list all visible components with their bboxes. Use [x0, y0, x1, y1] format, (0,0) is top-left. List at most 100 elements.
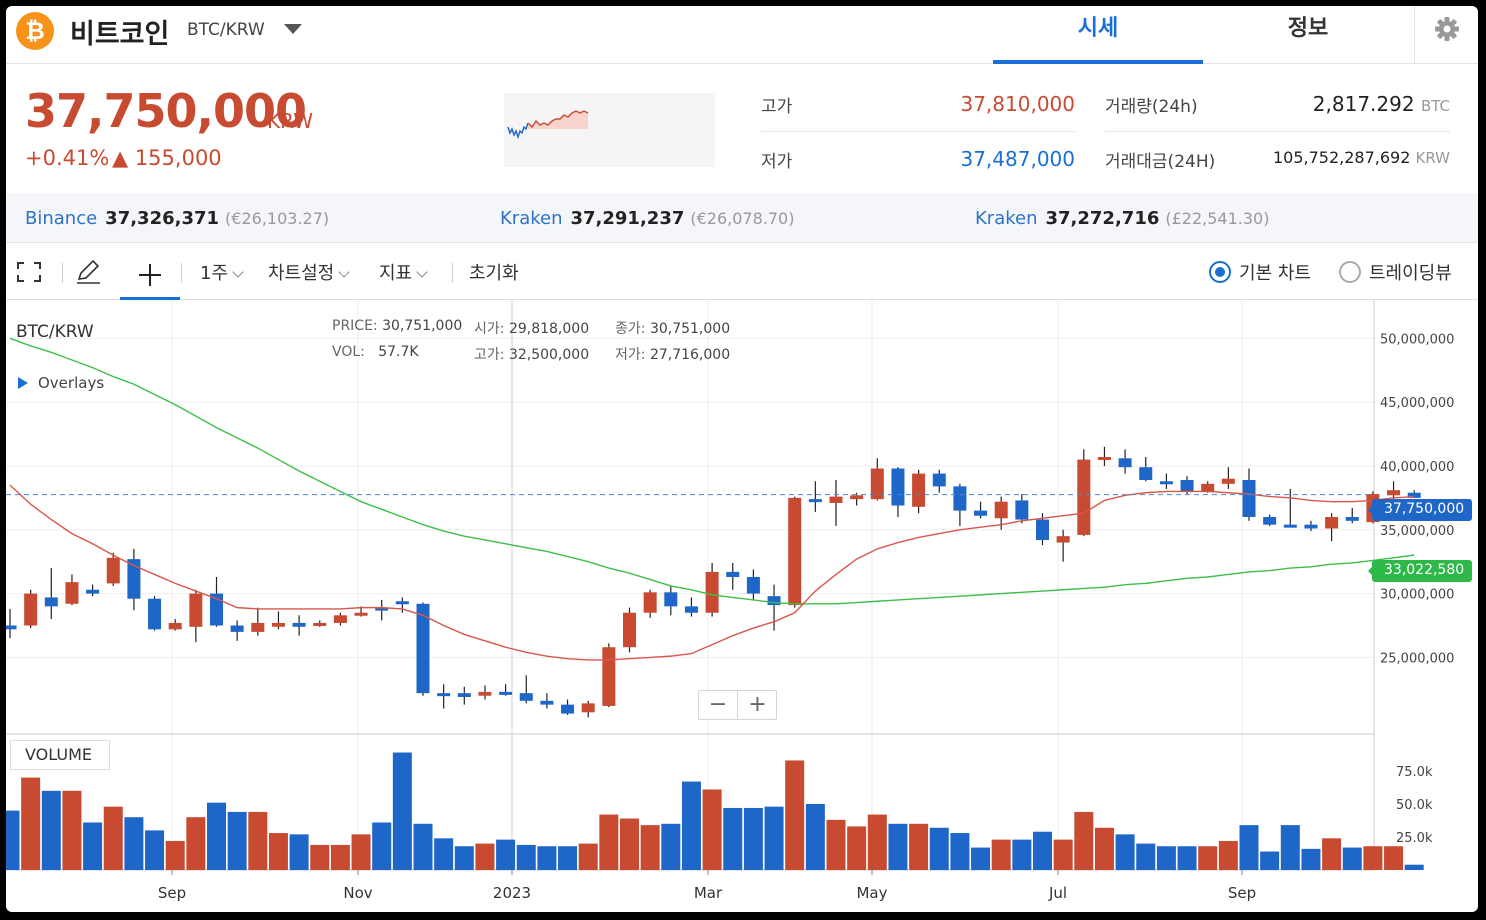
volume-bar: [330, 844, 350, 870]
tradingview-radio[interactable]: [1339, 261, 1361, 283]
candle-body: [808, 499, 822, 503]
zoom-control: − +: [698, 690, 777, 720]
ohlc-info: PRICE: 30,751,000 VOL: 57.7K: [332, 318, 462, 360]
volume-bar: [681, 781, 701, 870]
volume-bar: [21, 777, 41, 870]
tradingview-label[interactable]: 트레이딩뷰: [1369, 263, 1452, 284]
volume-bar: [991, 839, 1011, 870]
candle-body: [375, 607, 389, 611]
chart-pair-label: BTC/KRW: [16, 322, 94, 342]
volume-bar: [268, 833, 288, 870]
candle-body: [189, 593, 203, 627]
zoom-in-button[interactable]: +: [748, 692, 767, 717]
exchange-converted: (£22,541.30): [1165, 209, 1270, 228]
tab-quote[interactable]: 시세: [993, 6, 1203, 64]
tab-info[interactable]: 정보: [1287, 16, 1329, 41]
candle-body: [1387, 490, 1401, 496]
amount-label: 거래대금(24H): [1105, 152, 1216, 172]
candle-body: [65, 582, 79, 604]
candle-body: [230, 625, 244, 632]
x-axis-label: Nov: [343, 884, 372, 902]
candle-body: [148, 598, 162, 630]
volume-bar: [661, 823, 681, 870]
volume-bar: [805, 804, 825, 870]
indicators-dropdown[interactable]: 지표: [379, 259, 428, 285]
overlays-label: Overlays: [38, 374, 105, 392]
volume-bar: [1053, 839, 1073, 870]
candle-body: [395, 601, 409, 605]
reset-button[interactable]: 초기화: [469, 263, 519, 284]
volume-bar: [165, 840, 185, 870]
volume-bar: [929, 827, 949, 870]
info-low: 27,716,000: [649, 347, 731, 363]
info-high: 32,500,000: [508, 347, 590, 363]
volume-bar: [909, 823, 929, 870]
chart-area[interactable]: 50,000,000 45,000,000 40,000,000 35,000,000…: [6, 300, 1478, 912]
divider: [62, 263, 63, 283]
price-axis-label: 35,000,000: [1380, 524, 1454, 539]
candle-body: [168, 622, 182, 630]
chart-settings-label: 차트설정: [268, 263, 335, 284]
basic-chart-radio[interactable]: [1209, 261, 1231, 283]
exchange-item[interactable]: Kraken 37,272,716 (£22,541.30): [975, 208, 1269, 229]
settings-button[interactable]: [1414, 6, 1478, 64]
chevron-down-icon: [338, 266, 350, 278]
app-window: ₿ 비트코인 BTC/KRW 시세 정보 37,750,000 KRW +0.4…: [6, 6, 1478, 912]
volume-bar: [1280, 825, 1300, 870]
volume-bar: [248, 811, 268, 870]
candle-body: [519, 693, 533, 701]
candle-body: [953, 486, 967, 511]
interval-dropdown[interactable]: 1주: [200, 259, 244, 285]
volume-bar: [83, 822, 103, 870]
info-vol-label: VOL:: [332, 344, 365, 360]
volume-bar: [888, 823, 908, 870]
exchange-item[interactable]: Binance 37,326,371 (€26,103.27): [25, 208, 329, 229]
pencil-icon[interactable]: [74, 259, 102, 285]
volume-bar: [1156, 846, 1176, 870]
candle-body: [1201, 483, 1215, 492]
price-chart[interactable]: 50,000,000 45,000,000 40,000,000 35,000,000…: [6, 300, 1478, 912]
candle-body: [994, 501, 1008, 519]
volume-bar: [6, 810, 20, 870]
chart-settings-dropdown[interactable]: 차트설정: [268, 259, 350, 285]
candle-body: [313, 622, 327, 626]
chevron-down-icon: [232, 266, 244, 278]
crosshair-tool[interactable]: [120, 243, 180, 300]
candle-body: [271, 622, 285, 627]
basic-chart-label[interactable]: 기본 차트: [1239, 263, 1311, 284]
overlays-toggle[interactable]: Overlays: [18, 374, 104, 392]
exchange-price: 37,291,237: [570, 208, 685, 229]
price-axis-label: 25,000,000: [1380, 651, 1454, 666]
candle-body: [6, 625, 17, 630]
candle-body: [1304, 524, 1318, 529]
candle-body: [24, 593, 38, 626]
coin-dropdown-icon[interactable]: [284, 24, 302, 34]
exchange-item[interactable]: Kraken 37,291,237 (€26,078.70): [500, 208, 794, 229]
coin-name: 비트코인: [70, 19, 170, 50]
candle-body: [416, 603, 430, 694]
candle-body: [1221, 478, 1235, 484]
volume-bar: [1198, 846, 1218, 870]
candle-body: [1407, 492, 1421, 498]
info-open-label: 시가:: [474, 321, 505, 337]
exchange-converted: (€26,103.27): [225, 209, 330, 228]
zoom-out-button[interactable]: −: [699, 691, 738, 719]
volume-bar: [372, 822, 392, 870]
x-axis-label: May: [856, 884, 887, 902]
info-price: 30,751,000: [382, 318, 463, 334]
volume-bar: [1342, 847, 1362, 870]
divider: [181, 263, 182, 283]
volume-bar: [62, 790, 82, 870]
x-axis-label: 2023: [493, 884, 531, 902]
volume-axis-label: 25.0k: [1396, 831, 1433, 846]
volume-bar: [1177, 846, 1197, 870]
high-value: 37,810,000: [960, 92, 1075, 116]
candle-body: [1325, 517, 1339, 529]
x-axis-label: Sep: [1228, 884, 1256, 902]
candle-body: [1263, 517, 1277, 525]
long-moving-average-line: [9, 337, 1415, 605]
candle-body: [333, 615, 347, 623]
candle-body: [1283, 524, 1297, 528]
volume-bar: [1094, 827, 1114, 870]
fullscreen-icon[interactable]: [16, 261, 42, 283]
